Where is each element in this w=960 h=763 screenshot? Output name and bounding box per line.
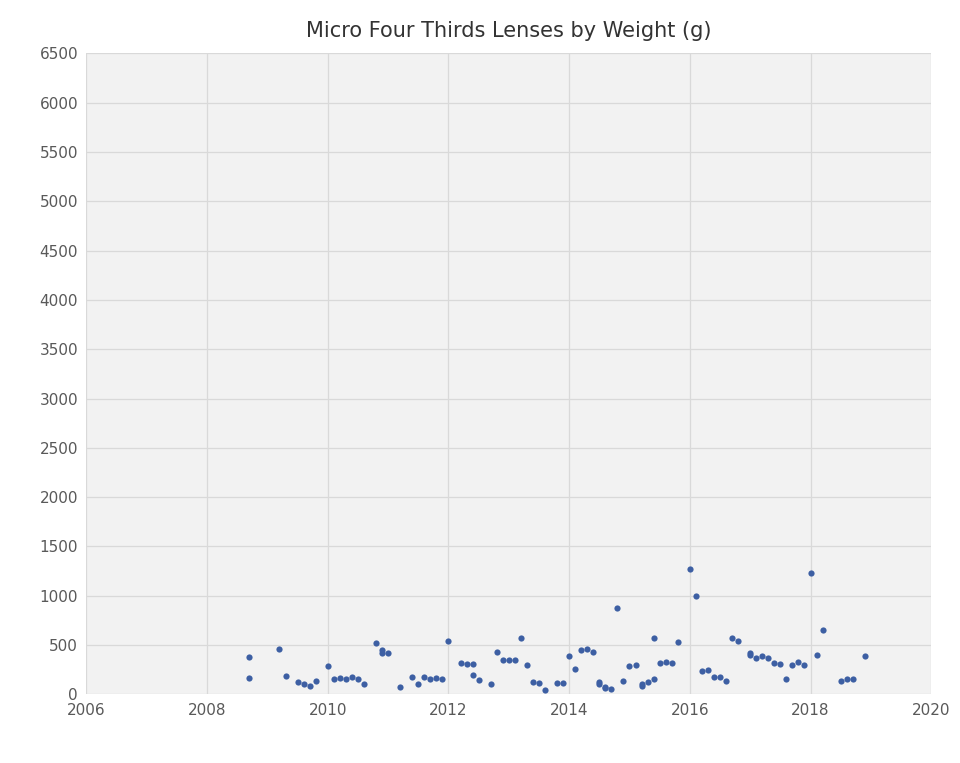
Point [809, 649, 825, 662]
Point [332, 671, 348, 684]
Point [598, 682, 613, 694]
Point [610, 601, 625, 613]
Point [670, 636, 685, 649]
Point [742, 647, 757, 659]
Point [302, 681, 318, 693]
Point [664, 657, 680, 669]
Point [556, 677, 571, 689]
Point [242, 652, 257, 664]
Point [525, 675, 540, 687]
Point [591, 675, 607, 687]
Point [435, 672, 450, 684]
Title: Micro Four Thirds Lenses by Weight (g): Micro Four Thirds Lenses by Weight (g) [306, 21, 711, 40]
Point [429, 672, 444, 684]
Point [628, 658, 643, 671]
Point [640, 675, 656, 687]
Point [296, 678, 311, 691]
Point [773, 658, 788, 670]
Point [277, 670, 293, 682]
Point [417, 671, 432, 683]
Point [731, 635, 746, 647]
Point [694, 665, 709, 678]
Point [393, 681, 408, 693]
Point [549, 677, 564, 689]
Point [326, 673, 342, 685]
Point [646, 632, 661, 644]
Point [465, 668, 480, 681]
Point [290, 675, 305, 687]
Point [700, 664, 715, 676]
Point [471, 674, 487, 686]
Point [441, 635, 456, 647]
Point [634, 681, 649, 693]
Point [779, 673, 794, 685]
Point [598, 681, 613, 694]
Point [562, 650, 577, 662]
Point [718, 675, 733, 687]
Point [308, 674, 324, 687]
Point [350, 673, 366, 685]
Point [369, 637, 384, 649]
Point [380, 647, 396, 659]
Point [242, 672, 257, 684]
Point [586, 645, 601, 658]
Point [580, 643, 595, 655]
Point [272, 643, 287, 655]
Point [507, 654, 522, 666]
Point [495, 654, 511, 666]
Point [519, 659, 535, 671]
Point [839, 673, 854, 685]
Point [791, 656, 806, 668]
Point [712, 671, 728, 683]
Point [742, 649, 757, 661]
Point [453, 657, 468, 669]
Point [338, 672, 353, 684]
Point [514, 632, 529, 644]
Point [501, 654, 516, 666]
Point [374, 647, 390, 659]
Point [755, 650, 770, 662]
Point [531, 677, 546, 689]
Point [707, 671, 722, 683]
Point [483, 678, 498, 691]
Point [652, 657, 667, 669]
Point [845, 673, 860, 685]
Point [374, 644, 390, 656]
Point [634, 678, 649, 691]
Point [784, 658, 800, 671]
Point [538, 684, 553, 697]
Point [345, 671, 360, 683]
Point [658, 656, 673, 668]
Point [459, 658, 474, 671]
Point [404, 671, 420, 683]
Point [857, 650, 873, 662]
Point [622, 660, 637, 672]
Point [760, 652, 776, 665]
Point [567, 662, 583, 674]
Point [615, 675, 631, 687]
Point [803, 566, 818, 578]
Point [725, 632, 740, 644]
Point [815, 624, 830, 636]
Point [833, 675, 849, 687]
Point [797, 659, 812, 671]
Point [411, 678, 426, 690]
Point [591, 678, 607, 690]
Point [683, 563, 698, 575]
Point [356, 678, 372, 690]
Point [489, 645, 504, 658]
Point [422, 673, 438, 685]
Point [688, 590, 704, 602]
Point [320, 660, 335, 672]
Point [767, 657, 782, 669]
Point [749, 652, 764, 665]
Point [465, 658, 480, 671]
Point [573, 644, 588, 656]
Point [646, 673, 661, 685]
Point [604, 683, 619, 695]
